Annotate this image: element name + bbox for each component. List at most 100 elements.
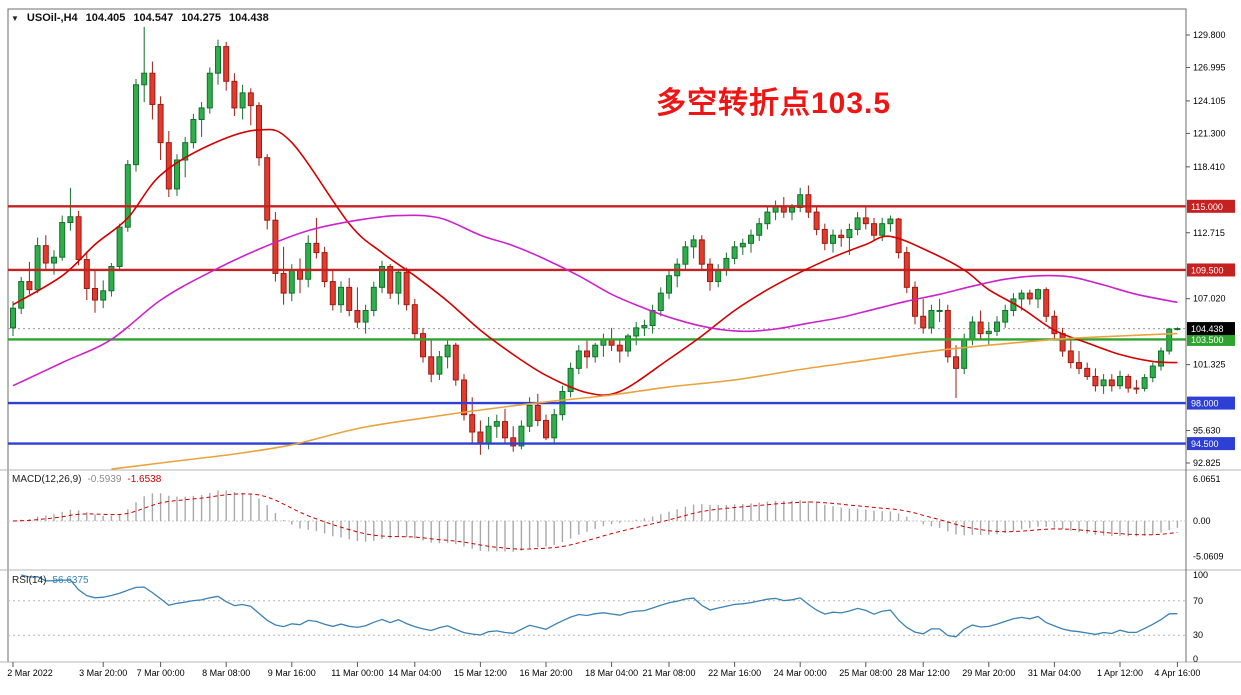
candle (313, 242, 320, 254)
macd-value-signal: -1.6538 (127, 474, 162, 485)
x-axis-label: 21 Mar 08:00 (642, 668, 695, 678)
axis-label: 98.000 (1191, 399, 1219, 409)
collapse-ohlc-icon[interactable]: ▼ (11, 13, 19, 23)
candle (51, 256, 57, 264)
candle (805, 194, 812, 213)
x-axis-label: 29 Mar 20:00 (962, 668, 1015, 678)
x-axis-label: 8 Mar 08:00 (202, 668, 250, 678)
candle (584, 350, 590, 358)
level-price-label: 94.500 (1187, 437, 1235, 451)
axis-label: 109.500 (1191, 265, 1224, 275)
candle (969, 321, 976, 340)
candle (616, 344, 623, 352)
candle (67, 216, 74, 224)
symbol-timeframe-label: USOil-,H4 (26, 12, 78, 24)
y-axis-tick-label: 101.325 (1193, 360, 1226, 370)
x-axis-label: 1 Apr 12:00 (1097, 668, 1143, 678)
rsi-name: RSI(14) (12, 575, 47, 586)
candle (698, 239, 705, 265)
candle (1108, 379, 1115, 387)
candle (830, 234, 836, 244)
candle (1092, 375, 1099, 387)
candle (215, 46, 221, 74)
candle (288, 269, 295, 294)
time-axis[interactable]: 2 Mar 2022 3 Mar 20:00 7 Mar 00:00 8 Mar 08… (7, 662, 1200, 678)
candle (813, 211, 820, 230)
candle (108, 266, 115, 292)
candle (1133, 387, 1140, 390)
candle (1035, 289, 1041, 300)
candle (116, 226, 123, 268)
candle (871, 223, 877, 236)
candle (34, 245, 41, 291)
macd-value-main: -0.5939 (87, 474, 122, 485)
candle (346, 286, 353, 311)
rsi-axis-label: 100 (1193, 570, 1208, 580)
ohlc-open-value: 104.405 (85, 12, 126, 24)
candle (723, 257, 730, 271)
candle (1002, 309, 1009, 323)
candle (666, 275, 672, 294)
candle (862, 217, 869, 225)
candle (953, 356, 959, 369)
axis-label: 104.438 (1191, 324, 1224, 334)
macd-axis-label: 6.0651 (1193, 474, 1221, 484)
candle (461, 379, 467, 416)
y-axis-tick-label: 112.715 (1193, 228, 1225, 238)
candle (59, 222, 66, 258)
candle (452, 344, 459, 381)
candle (1084, 367, 1091, 377)
symbol-info-bar: ▼ USOil-,H4 104.405 104.547 104.275 104.… (11, 12, 269, 24)
x-axis-label: 4 Apr 16:00 (1154, 668, 1200, 678)
candle (223, 46, 230, 82)
candle (641, 325, 648, 329)
candle (682, 246, 689, 265)
candle (633, 327, 640, 337)
candle (715, 269, 722, 283)
candle (280, 272, 287, 294)
x-axis-label: 25 Mar 08:00 (839, 668, 892, 678)
candle (526, 404, 533, 427)
candle (190, 118, 197, 144)
x-axis-label: 31 Mar 04:00 (1028, 668, 1081, 678)
x-axis-label: 28 Mar 12:00 (897, 668, 950, 678)
candle (920, 315, 927, 329)
candle (985, 330, 992, 335)
candle (411, 304, 418, 335)
ma-slow-line (111, 332, 1178, 470)
candle (264, 157, 271, 221)
candle (961, 338, 968, 369)
candle (165, 142, 172, 190)
candle (1158, 350, 1164, 367)
candle (26, 281, 33, 291)
candles-series (10, 26, 1181, 455)
candle (657, 292, 664, 311)
candle (731, 246, 738, 259)
candle (141, 72, 148, 86)
candle (821, 228, 828, 244)
ohlc-close-value: 104.438 (228, 12, 269, 24)
candle (912, 286, 918, 317)
candle (18, 281, 25, 309)
level-price-label: 109.500 (1187, 263, 1235, 277)
candle (887, 218, 894, 225)
x-axis-label: 3 Mar 20:00 (79, 668, 127, 678)
candle (297, 269, 303, 280)
macd-axis-label: -5.0609 (1193, 551, 1224, 561)
candle (379, 266, 385, 288)
candle (551, 414, 558, 439)
ma-mid-line (12, 214, 1178, 387)
candle (846, 228, 853, 239)
candle (789, 206, 795, 213)
annotation-text: 多空转折点103.5 (656, 87, 892, 120)
candle (854, 217, 861, 230)
candle (707, 263, 713, 283)
candle (231, 80, 238, 109)
candle (305, 242, 312, 280)
candle (994, 321, 1000, 332)
rsi-indicator-label: RSI(14) 56.6375 (12, 575, 89, 586)
candle (272, 219, 279, 274)
candle (928, 309, 935, 329)
candle (1141, 377, 1148, 389)
